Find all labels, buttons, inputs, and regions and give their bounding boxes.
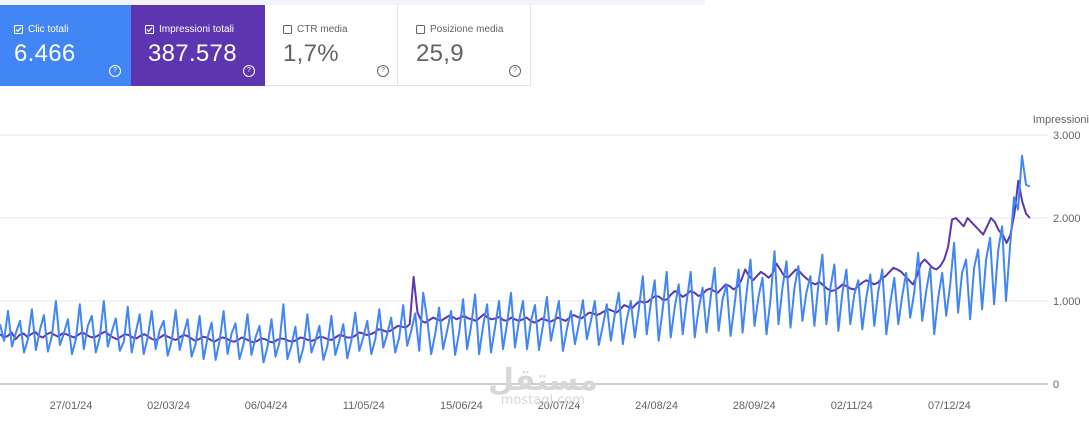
checkbox-checked-icon[interactable]: [145, 25, 154, 34]
checkbox-unchecked-icon[interactable]: [283, 25, 292, 34]
metric-header-position: Posizione media: [416, 24, 503, 35]
x-axis-labels: 27/01/24 02/03/24 06/04/24 11/05/24 15/06/24…: [50, 400, 971, 412]
help-icon[interactable]: ?: [509, 65, 521, 77]
metric-value-clicks: 6.466: [14, 40, 76, 67]
x-tick-label: 27/01/24: [50, 400, 93, 412]
help-icon[interactable]: ?: [109, 65, 121, 77]
metric-label-ctr: CTR media: [297, 24, 348, 35]
header-strip: [0, 0, 705, 5]
x-tick-label: 07/12/24: [928, 400, 971, 412]
help-icon[interactable]: ?: [377, 65, 389, 77]
metric-value-ctr: 1,7%: [283, 40, 339, 67]
metric-label-clicks: Clic totali: [28, 24, 69, 35]
y-tick-label: 2.000: [1053, 213, 1081, 225]
checkbox-checked-icon[interactable]: [14, 25, 23, 34]
metric-label-position: Posizione media: [430, 24, 504, 35]
checkbox-unchecked-icon[interactable]: [416, 25, 425, 34]
x-tick-label: 24/08/24: [635, 400, 678, 412]
metric-card-impressions[interactable]: Impressioni totali 387.578 ?: [131, 5, 265, 86]
x-tick-label: 06/04/24: [245, 400, 288, 412]
y-tick-label: 0: [1053, 379, 1059, 391]
y-tick-label: 1.000: [1053, 296, 1081, 308]
y-axis-labels: 0 1.000 2.000 3.000: [1053, 130, 1081, 391]
metric-card-clicks[interactable]: Clic totali 6.466 ?: [0, 5, 131, 86]
metric-card-position[interactable]: Posizione media 25,9 ?: [398, 5, 531, 86]
metric-card-ctr[interactable]: CTR media 1,7% ?: [265, 5, 398, 86]
x-tick-label: 20/07/24: [538, 400, 581, 412]
x-tick-label: 02/03/24: [147, 400, 190, 412]
metric-label-impressions: Impressioni totali: [159, 24, 235, 35]
metric-header-clicks: Clic totali: [14, 24, 69, 35]
y-axis-title: Impressioni: [1033, 114, 1089, 126]
help-icon[interactable]: ?: [243, 65, 255, 77]
chart-series: [0, 154, 1031, 364]
metric-header-ctr: CTR media: [283, 24, 348, 35]
series-line-clic-totali: [0, 154, 1031, 364]
x-tick-label: 15/06/24: [440, 400, 483, 412]
metric-value-position: 25,9: [416, 40, 464, 67]
metric-header-impressions: Impressioni totali: [145, 24, 234, 35]
x-tick-label: 02/11/24: [831, 400, 873, 412]
x-tick-label: 11/05/24: [343, 400, 385, 412]
metric-value-impressions: 387.578: [148, 40, 237, 67]
x-tick-label: 28/09/24: [733, 400, 776, 412]
y-tick-label: 3.000: [1053, 130, 1081, 142]
